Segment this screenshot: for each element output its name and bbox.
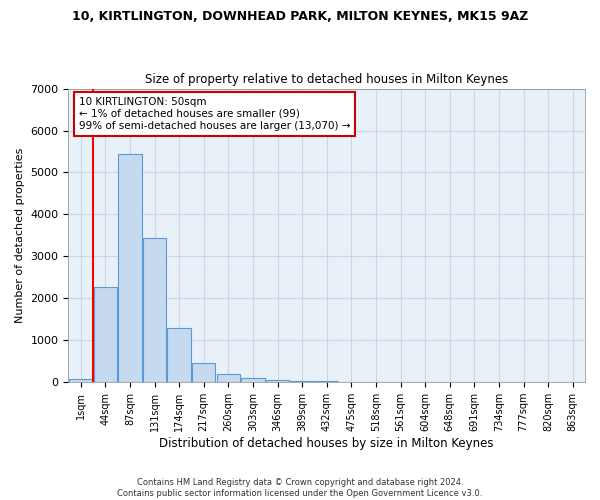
Bar	[192, 362, 215, 382]
Title: Size of property relative to detached houses in Milton Keynes: Size of property relative to detached ho…	[145, 73, 508, 86]
Text: 10 KIRTLINGTON: 50sqm
← 1% of detached houses are smaller (99)
99% of semi-detac: 10 KIRTLINGTON: 50sqm ← 1% of detached h…	[79, 98, 350, 130]
Bar	[69, 379, 92, 382]
Bar	[94, 286, 117, 382]
Bar	[241, 378, 265, 382]
Bar	[290, 380, 314, 382]
Y-axis label: Number of detached properties: Number of detached properties	[15, 148, 25, 323]
Bar	[167, 328, 191, 382]
Bar	[266, 380, 289, 382]
Bar	[143, 238, 166, 382]
X-axis label: Distribution of detached houses by size in Milton Keynes: Distribution of detached houses by size …	[160, 437, 494, 450]
Text: 10, KIRTLINGTON, DOWNHEAD PARK, MILTON KEYNES, MK15 9AZ: 10, KIRTLINGTON, DOWNHEAD PARK, MILTON K…	[72, 10, 528, 23]
Text: Contains HM Land Registry data © Crown copyright and database right 2024.
Contai: Contains HM Land Registry data © Crown c…	[118, 478, 482, 498]
Bar	[217, 374, 240, 382]
Bar	[118, 154, 142, 382]
Bar	[315, 381, 338, 382]
